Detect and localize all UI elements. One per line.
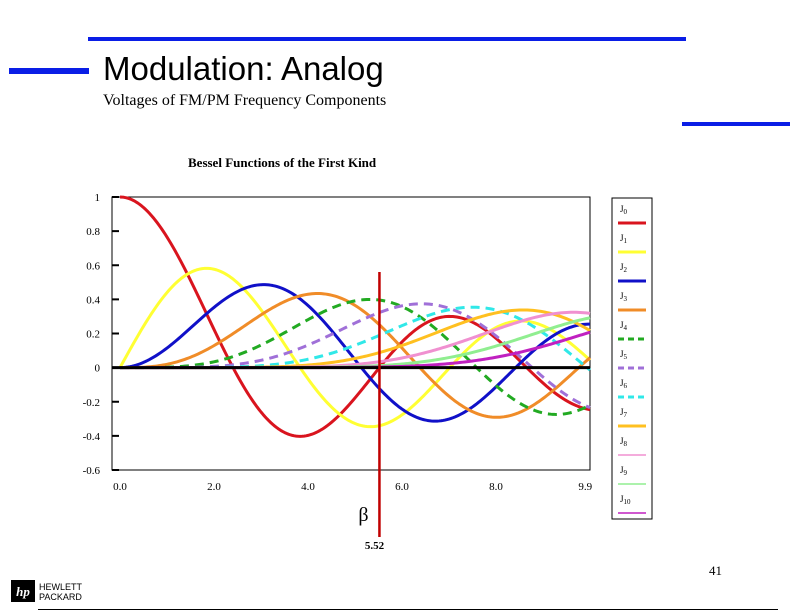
legend-label-j8: J8 bbox=[620, 436, 628, 448]
y-tick-label: 0.2 bbox=[86, 329, 100, 341]
y-tick-label: -0.6 bbox=[83, 465, 101, 477]
slide-title: Modulation: Analog bbox=[103, 50, 384, 87]
x-tick-label: 4.0 bbox=[301, 481, 315, 493]
legend-label-j5: J5 bbox=[620, 349, 628, 361]
legend-label-j10: J10 bbox=[620, 494, 631, 506]
y-tick-label: 0.8 bbox=[86, 226, 100, 238]
legend-label-j9: J9 bbox=[620, 465, 628, 477]
y-tick-label: -0.4 bbox=[83, 431, 101, 443]
left-accent-bar bbox=[9, 68, 89, 74]
chart-title: Bessel Functions of the First Kind bbox=[188, 155, 377, 170]
series-line-j0 bbox=[119, 195, 591, 438]
legend-label-j4: J4 bbox=[620, 320, 628, 332]
hp-logo-line1: HEWLETT bbox=[39, 582, 83, 592]
x-tick-label: 6.0 bbox=[395, 481, 409, 493]
y-tick-label: -0.2 bbox=[83, 397, 100, 409]
x-tick-label: 2.0 bbox=[207, 481, 221, 493]
hp-logo: hp HEWLETT PACKARD bbox=[11, 580, 83, 602]
hp-logo-emblem-glyph: hp bbox=[16, 584, 30, 599]
y-tick-label: 0.6 bbox=[86, 260, 100, 272]
y-tick-label: 0 bbox=[95, 363, 101, 375]
legend-label-j7: J7 bbox=[620, 407, 628, 419]
legend-label-j0: J0 bbox=[620, 204, 628, 216]
beta-marker-label: 5.52 bbox=[365, 540, 385, 552]
x-tick-label: 9.9 bbox=[578, 481, 592, 493]
y-tick-label: 0.4 bbox=[86, 294, 100, 306]
top-accent-bar bbox=[88, 37, 686, 41]
x-tick-label: 0.0 bbox=[113, 481, 127, 493]
legend-label-j6: J6 bbox=[620, 378, 628, 390]
legend-box bbox=[611, 197, 653, 520]
series-line-j3 bbox=[119, 292, 591, 419]
x-tick-label: 8.0 bbox=[489, 481, 503, 493]
series-line-j1 bbox=[118, 266, 592, 429]
x-axis-label: β bbox=[358, 504, 368, 526]
legend-label-j2: J2 bbox=[620, 262, 628, 274]
legend-label-j1: J1 bbox=[620, 233, 628, 245]
series-line-j4 bbox=[119, 297, 591, 416]
slide-subtitle: Voltages of FM/PM Frequency Components bbox=[103, 92, 387, 109]
right-accent-bar bbox=[682, 122, 790, 126]
footer-rule bbox=[38, 609, 778, 610]
page-number: 41 bbox=[709, 563, 722, 578]
y-tick-label: 1 bbox=[95, 192, 101, 204]
hp-logo-line2: PACKARD bbox=[39, 592, 82, 602]
hp-logo-emblem bbox=[11, 580, 35, 602]
legend-label-j3: J3 bbox=[620, 291, 628, 303]
